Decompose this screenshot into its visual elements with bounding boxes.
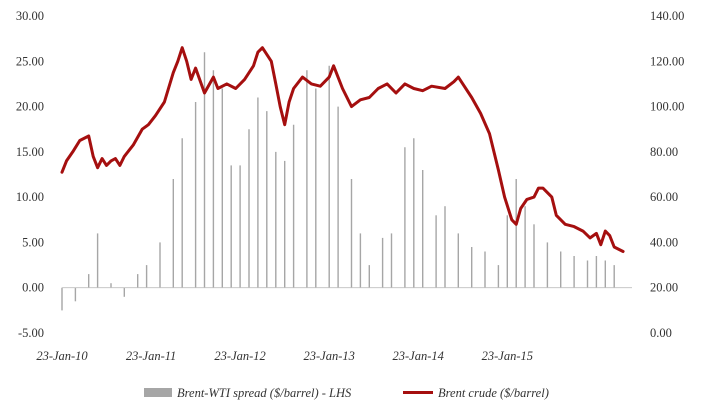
- right-axis-ticks: 0.00 20.00 40.00 60.00 80.00 100.00 120.00 140.…: [650, 9, 684, 340]
- x-tick-label: 23-Jan-13: [304, 349, 355, 363]
- legend-spread-label: Brent-WTI spread ($/barrel) - LHS: [177, 386, 352, 400]
- left-tick-label: 25.00: [16, 54, 44, 68]
- right-tick-label: 40.00: [650, 235, 678, 249]
- legend-brent-label: Brent crude ($/barrel): [438, 386, 549, 400]
- spread-bars: [61, 52, 615, 311]
- left-tick-label: 10.00: [16, 190, 44, 204]
- left-tick-label: 5.00: [22, 235, 44, 249]
- x-tick-label: 23-Jan-15: [482, 349, 533, 363]
- x-tick-label: 23-Jan-12: [214, 349, 265, 363]
- right-tick-label: 100.00: [650, 100, 684, 114]
- legend-spread-swatch: [144, 388, 172, 397]
- x-tick-label: 23-Jan-11: [126, 349, 176, 363]
- x-tick-label: 23-Jan-14: [393, 349, 444, 363]
- left-tick-label: 30.00: [16, 9, 44, 23]
- x-axis-ticks: 23-Jan-10 23-Jan-11 23-Jan-12 23-Jan-13 23-J…: [36, 349, 533, 363]
- legend: Brent-WTI spread ($/barrel) - LHS Brent …: [144, 386, 549, 400]
- brent-crude-line: [60, 46, 625, 253]
- right-tick-label: 140.00: [650, 9, 684, 23]
- x-tick-label: 23-Jan-10: [36, 349, 88, 363]
- left-tick-label: 15.00: [16, 145, 44, 159]
- right-tick-label: 0.00: [650, 326, 672, 340]
- right-tick-label: 60.00: [650, 190, 678, 204]
- right-tick-label: 20.00: [650, 281, 678, 295]
- left-tick-label: 0.00: [22, 281, 44, 295]
- left-axis-ticks: -5.00 0.00 5.00 10.00 15.00 20.00 25.00 30.00: [16, 9, 44, 340]
- right-tick-label: 120.00: [650, 54, 684, 68]
- left-tick-label: -5.00: [18, 326, 44, 340]
- right-tick-label: 80.00: [650, 145, 678, 159]
- left-tick-label: 20.00: [16, 100, 44, 114]
